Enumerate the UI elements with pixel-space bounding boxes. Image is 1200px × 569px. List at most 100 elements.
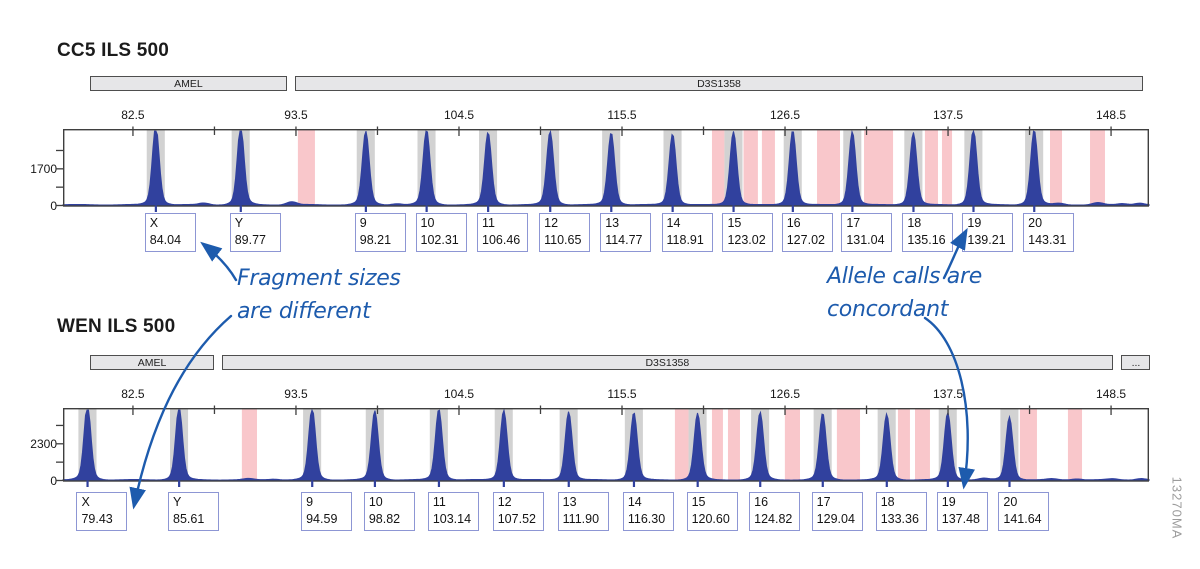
peak-call-tick [759, 480, 762, 487]
allele-box-12: 12 110.65 [539, 213, 591, 252]
allele-label: 11 [482, 216, 496, 230]
fragment-size-value: 102.31 [420, 233, 459, 247]
bin-offladder-pink [761, 130, 775, 206]
allele-box-x: X 84.04 [144, 213, 196, 252]
allele-label: 12 [497, 495, 512, 509]
fragment-size-value: 111.90 [562, 512, 600, 526]
peak-call-tick [178, 480, 181, 487]
marker-bar-label: AMEL [137, 356, 167, 369]
peak-call-tick [1033, 205, 1036, 212]
allele-box-17: 17 129.04 [811, 492, 863, 531]
x-tick-label: 93.5 [284, 108, 308, 122]
annotation-fragment-sizes-line1: Fragment sizes [237, 266, 401, 291]
bin-offladder-pink [241, 409, 257, 481]
allele-label: 19 [967, 216, 982, 230]
bin-offladder-pink [711, 130, 725, 206]
fragment-size-value: 114.77 [605, 233, 643, 247]
peak-call-tick [632, 480, 636, 487]
allele-box-10: 10 98.82 [363, 492, 415, 531]
allele-label: 10 [420, 216, 435, 230]
bin-offladder-pink [711, 409, 723, 481]
fragment-size-value: 116.30 [627, 512, 666, 526]
allele-label: X [81, 495, 90, 509]
y-axis-label: 1700 [30, 161, 57, 176]
allele-box-11: 11 106.46 [477, 213, 529, 252]
figure-number: 13270MA [1169, 476, 1185, 540]
fragment-size-value: 118.91 [666, 233, 704, 247]
ils-trace [62, 408, 1150, 481]
allele-box-x: X 79.43 [76, 492, 128, 531]
allele-label: 15 [691, 495, 706, 509]
marker-bar-: ... [1121, 355, 1151, 370]
peak-call-tick [610, 205, 613, 212]
allele-box-13: 13 114.77 [600, 213, 652, 252]
fragment-size-value: 123.02 [727, 233, 766, 247]
marker-bar-d3s1358: D3S1358 [221, 355, 1113, 370]
peak-call-tick [437, 480, 441, 487]
bin-offladder-pink [924, 130, 938, 206]
allele-label: 17 [816, 495, 831, 509]
y-axis-label: 2300 [30, 436, 57, 451]
x-tick-label: 115.5 [607, 387, 637, 401]
allele-label: 17 [846, 216, 861, 230]
allele-box-9: 9 94.59 [301, 492, 353, 531]
allele-label: 15 [727, 216, 742, 230]
fragment-size-value: 120.60 [691, 512, 730, 526]
allele-box-13: 13 111.90 [557, 492, 609, 531]
fragment-size-value: 98.21 [359, 233, 392, 247]
fragment-size-value: 139.21 [967, 233, 1006, 247]
bin-offladder-pink [864, 130, 894, 206]
allele-box-18: 18 133.36 [875, 492, 927, 531]
bin-offladder-pink [1067, 409, 1083, 481]
fragment-size-value: 79.43 [81, 512, 113, 526]
fragment-size-value: 137.48 [941, 512, 980, 526]
allele-label: 20 [1003, 495, 1018, 509]
fragment-size-value: 127.02 [786, 233, 825, 247]
peak-call-tick [946, 480, 949, 487]
y-axis-label: 0 [50, 473, 57, 488]
bin-offladder-pink [941, 130, 953, 206]
x-tick-label: 115.5 [607, 108, 637, 122]
peak-call-tick [154, 205, 157, 212]
allele-box-15: 15 120.60 [686, 492, 738, 531]
allele-box-16: 16 127.02 [781, 213, 833, 252]
allele-box-16: 16 124.82 [749, 492, 801, 531]
fragment-size-value: 131.04 [846, 233, 885, 247]
peak-call-tick [502, 480, 505, 487]
annotation-allele-calls-line2: concordant [827, 297, 949, 322]
allele-box-y: Y 85.61 [168, 492, 220, 531]
fragment-size-value: 135.16 [907, 233, 946, 247]
allele-box-14: 14 116.30 [622, 492, 674, 531]
fragment-size-value: 143.31 [1028, 233, 1067, 247]
allele-box-14: 14 118.91 [661, 213, 713, 252]
x-tick-label: 137.5 [933, 387, 964, 401]
x-tick-label: 82.5 [121, 387, 145, 401]
allele-label: Y [234, 216, 244, 230]
fragment-size-value: 85.61 [173, 512, 205, 526]
fragment-size-value: 107.52 [497, 512, 536, 526]
allele-label: 13 [562, 495, 577, 509]
allele-label: 10 [368, 495, 383, 509]
peak-call-tick [311, 480, 314, 487]
fragment-size-value: 129.04 [816, 512, 855, 526]
peak-call-tick [821, 480, 824, 487]
fragment-size-value: 84.04 [149, 233, 182, 247]
electropherogram-plot-1 [56, 405, 1150, 487]
allele-label: 9 [306, 495, 314, 509]
allele-box-18: 18 135.16 [902, 213, 954, 252]
allele-box-19: 19 139.21 [962, 213, 1014, 252]
allele-label: 13 [605, 216, 620, 230]
bin-offladder-pink [1090, 130, 1105, 206]
peak-call-tick [425, 205, 428, 212]
peak-call-tick [885, 480, 888, 487]
peak-call-tick [671, 205, 674, 212]
bin-offladder-pink [743, 130, 758, 206]
peak-call-tick [972, 205, 975, 212]
allele-label: 12 [544, 216, 559, 230]
plot-border [62, 129, 1149, 207]
marker-bar-amel: AMEL [89, 76, 287, 91]
bin-offladder-pink [1019, 409, 1037, 481]
peak-call-tick [791, 205, 794, 212]
x-tick-label: 148.5 [1096, 387, 1127, 401]
